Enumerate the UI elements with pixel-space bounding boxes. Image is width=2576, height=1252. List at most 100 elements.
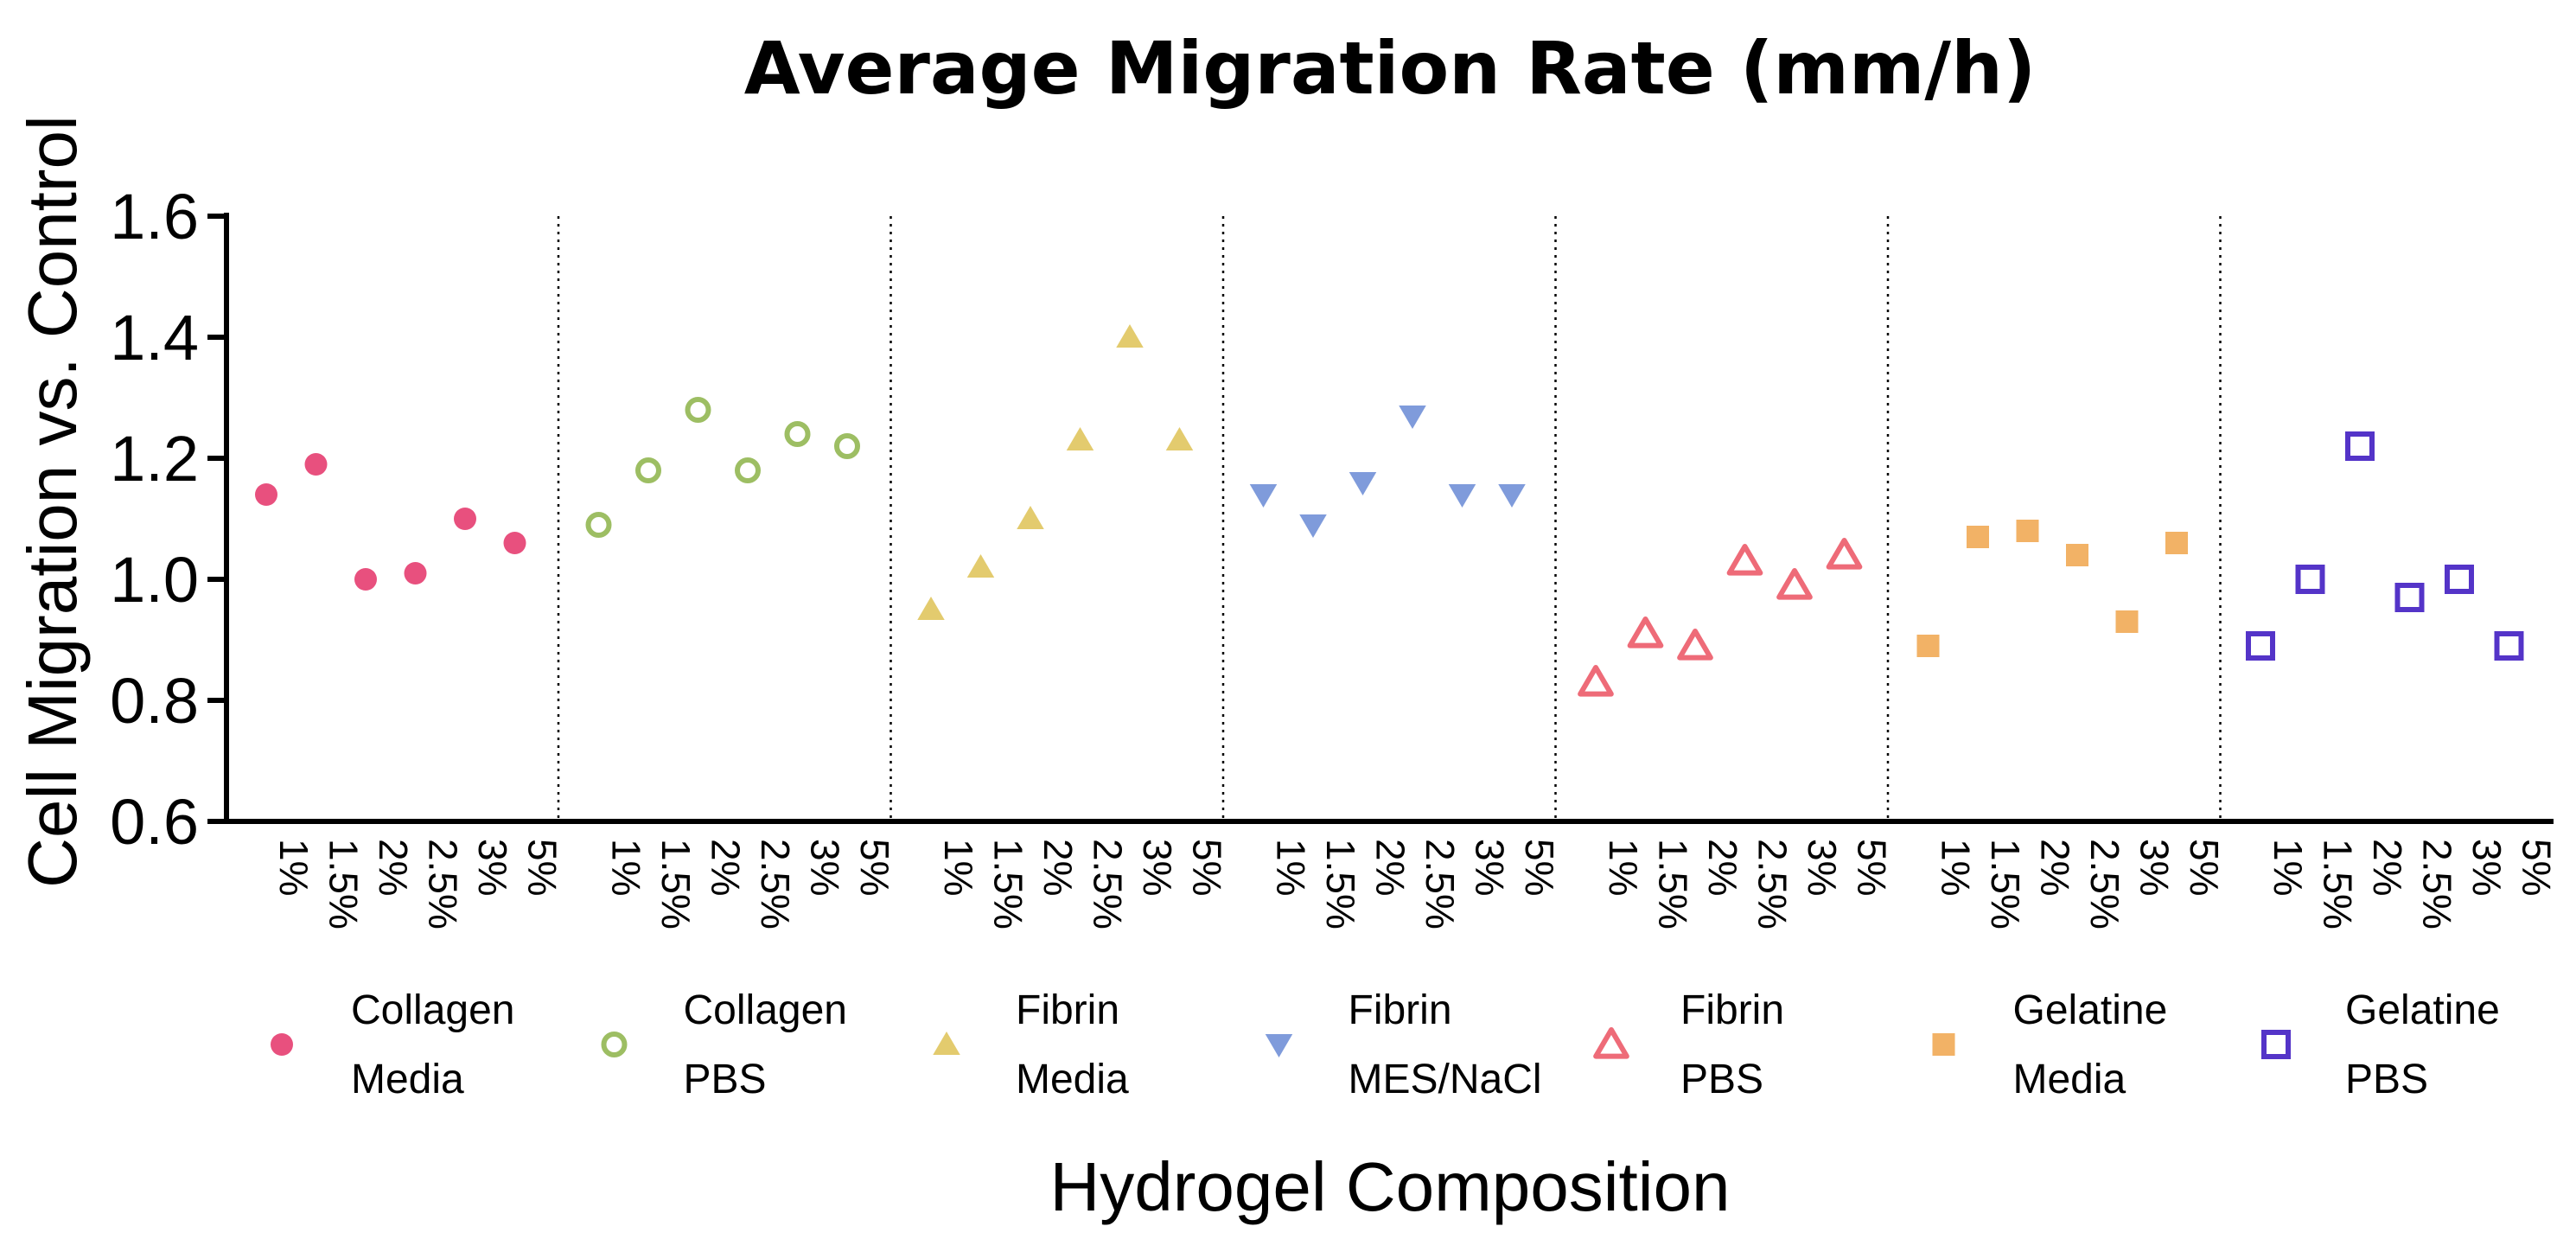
x-tick-label: 2% <box>1368 839 1413 896</box>
data-point <box>454 508 476 530</box>
axes: 0.6 0.8 1.0 1.2 1.4 1.6 <box>110 181 2554 858</box>
x-tick-label: 5% <box>852 839 897 896</box>
data-point <box>503 532 526 554</box>
x-tick-label: 1.5% <box>2316 839 2361 929</box>
x-tick-label: 1.5% <box>654 839 698 929</box>
y-tick-label: 1.2 <box>110 423 199 495</box>
legend-item: Collagen PBS <box>601 987 847 1102</box>
x-tick-label: 1% <box>2266 839 2311 896</box>
legend-item: Gelatine Media <box>1932 987 2168 1102</box>
series-1 <box>255 453 526 591</box>
data-point <box>2295 565 2325 594</box>
x-tick-label: 5% <box>1850 839 1895 896</box>
data-point <box>966 554 995 578</box>
data-point <box>2494 631 2524 661</box>
data-point <box>1399 406 1426 429</box>
x-axis-label: Hydrogel Composition <box>1049 1148 1730 1225</box>
series-6 <box>1916 520 2188 657</box>
legend-label: Fibrin <box>1680 987 1784 1033</box>
y-tick-label: 0.8 <box>110 665 199 737</box>
data-point <box>1578 665 1614 697</box>
x-tick-label: 1% <box>1269 839 1314 896</box>
x-tick-label: 1.5% <box>1983 839 2028 929</box>
x-tick-label: 3% <box>1800 839 1845 896</box>
data-point <box>1677 629 1713 661</box>
series-2 <box>585 397 860 538</box>
legend: CollagenMediaCollagenPBSFibrinMediaFibri… <box>271 987 2500 1102</box>
y-tick-label: 0.6 <box>110 786 199 858</box>
x-tick-label: 1% <box>604 839 649 896</box>
x-tick-label: 5% <box>2515 839 2560 896</box>
legend-item: Fibrin MES/NaCl <box>1265 987 1542 1102</box>
x-tick-label: 2% <box>371 839 416 896</box>
data-point <box>1726 544 1763 576</box>
data-point <box>1776 568 1813 600</box>
data-point <box>834 433 860 459</box>
legend-label: Media <box>2013 1057 2126 1102</box>
data-point <box>2394 583 2425 612</box>
data-point <box>2246 631 2275 661</box>
x-tick-label: 2% <box>2365 839 2410 896</box>
legend-item: Collagen Media <box>271 987 514 1102</box>
legend-label: Gelatine <box>2013 987 2168 1033</box>
legend-item: Gelatine PBS <box>2261 987 2500 1102</box>
data-point <box>1826 538 1863 570</box>
data-point <box>784 421 811 447</box>
data-point <box>917 597 945 620</box>
legend-marker <box>2261 1030 2291 1059</box>
y-tick-label: 1.4 <box>110 302 199 374</box>
x-tick-label: 3% <box>470 839 515 896</box>
data-point <box>2165 532 2188 554</box>
legend-item: Fibrin Media <box>933 987 1129 1102</box>
x-tick-label: 2.5% <box>1086 839 1131 929</box>
x-tick-label: 2.5% <box>2415 839 2460 929</box>
legend-label: PBS <box>2345 1057 2428 1102</box>
x-tick-label: 1% <box>271 839 316 896</box>
legend-marker <box>1593 1027 1629 1059</box>
data-point <box>585 512 612 538</box>
legend-label: Media <box>351 1057 464 1102</box>
legend-label: MES/NaCl <box>1349 1057 1542 1102</box>
data-point <box>1116 324 1144 348</box>
data-point <box>1967 526 1989 548</box>
x-tick-label: 2% <box>1036 839 1081 896</box>
legend-item: Fibrin PBS <box>1593 987 1784 1102</box>
data-points <box>255 324 2524 697</box>
x-tick-label: 1% <box>1934 839 1979 896</box>
data-point <box>404 562 427 584</box>
x-tick-label: 2.5% <box>421 839 466 929</box>
x-tick-label: 2.5% <box>1750 839 1795 929</box>
x-tick-label: 2.5% <box>753 839 798 929</box>
y-axis-label: Cell Migration vs. Control <box>14 115 91 888</box>
x-tick-label: 5% <box>1185 839 1230 896</box>
y-tick-label: 1.6 <box>110 181 199 252</box>
legend-label: PBS <box>1680 1057 1763 1102</box>
data-point <box>1165 427 1194 450</box>
data-point <box>1249 484 1278 508</box>
x-tick-label: 1% <box>936 839 981 896</box>
category-labels: 1% 1.5% 2% 2.5% 3% 5% 1% 1.5% 2% 2.5% 3% 5% 1% 1.5% 2%… <box>271 839 2560 929</box>
legend-marker <box>601 1032 628 1057</box>
data-point <box>2066 544 2088 566</box>
series-3 <box>917 324 1194 620</box>
x-tick-label: 5% <box>1517 839 1562 896</box>
legend-marker <box>933 1032 960 1055</box>
x-tick-label: 3% <box>1135 839 1180 896</box>
x-tick-label: 1.5% <box>322 839 367 929</box>
x-tick-label: 2.5% <box>1418 839 1463 929</box>
x-tick-label: 3% <box>2133 839 2177 896</box>
data-point <box>735 457 761 483</box>
x-tick-label: 1.5% <box>1651 839 1696 929</box>
legend-label: Media <box>1016 1057 1129 1102</box>
y-tick-label: 1.0 <box>110 544 199 616</box>
legend-marker <box>1265 1034 1293 1057</box>
data-point <box>2445 565 2474 594</box>
x-tick-label: 1.5% <box>1318 839 1363 929</box>
series-5 <box>1578 538 1863 697</box>
legend-label: PBS <box>684 1057 767 1102</box>
data-point <box>1299 514 1327 538</box>
x-tick-label: 3% <box>1468 839 1513 896</box>
series-7 <box>2246 431 2524 661</box>
x-tick-label: 1% <box>1601 839 1646 896</box>
